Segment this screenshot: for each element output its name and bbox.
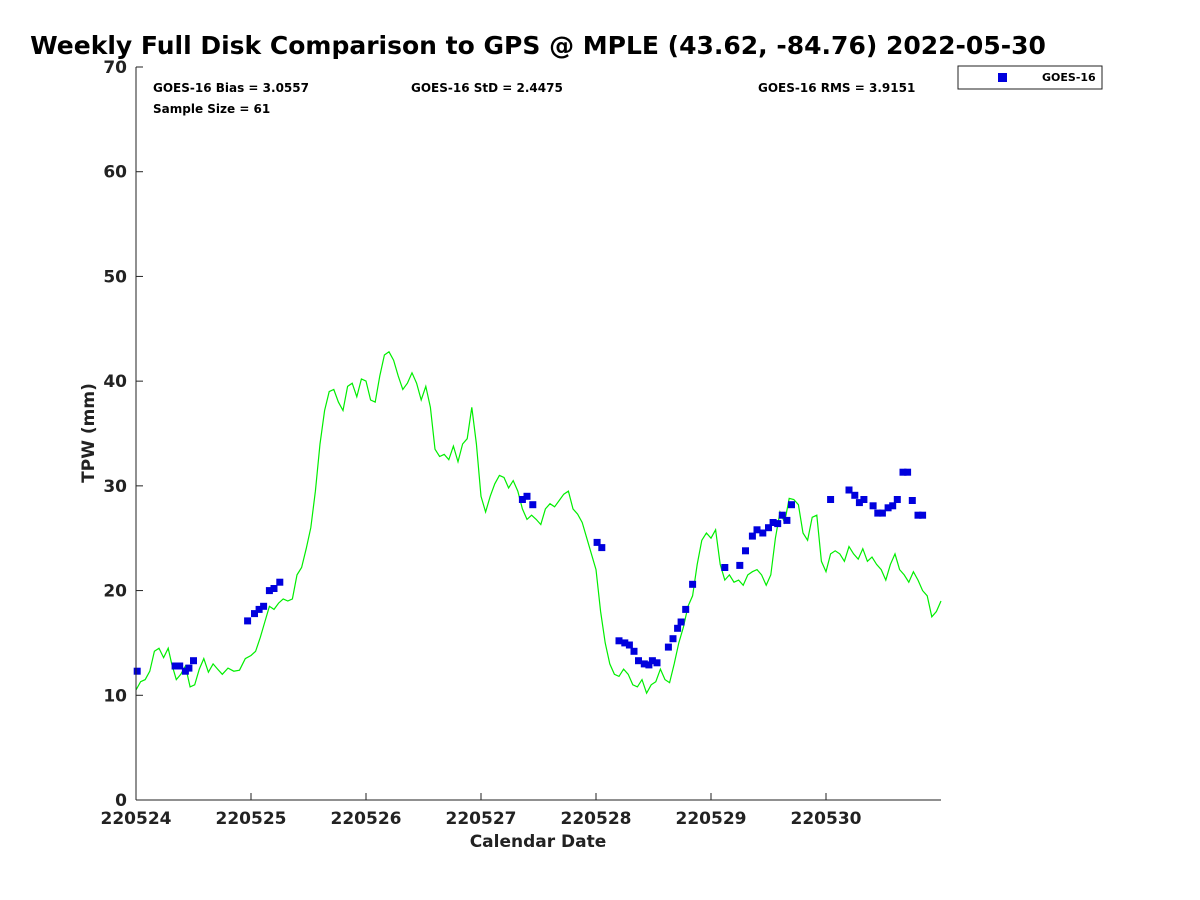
goes16-data-point bbox=[640, 660, 648, 668]
x-tick-label: 220526 bbox=[331, 809, 402, 829]
goes16-data-point bbox=[769, 519, 777, 526]
goes16-data-point bbox=[176, 662, 184, 670]
goes16-data-point bbox=[753, 526, 761, 534]
rms-stat: GOES-16 RMS = 3.9151 bbox=[758, 81, 915, 95]
goes16-data-point bbox=[518, 496, 526, 503]
goes16-data-point bbox=[244, 617, 252, 625]
goes16-data-point bbox=[648, 657, 656, 665]
y-ticks: 0 10 20 30 40 50 60 70 bbox=[103, 58, 143, 811]
goes16-data-point bbox=[855, 499, 863, 507]
x-ticks: 220524 220525 220526 220527 220528 220529 2205… bbox=[101, 793, 862, 829]
goes16-data-point bbox=[653, 659, 661, 667]
y-axis-label: TPW (mm) bbox=[79, 383, 99, 483]
goes16-data-point bbox=[677, 618, 685, 626]
std-stat: GOES-16 StD = 2.4475 bbox=[411, 81, 563, 95]
goes16-data-point bbox=[889, 502, 897, 510]
goes16-data-point bbox=[251, 610, 258, 618]
legend-label-goes16: GOES-16 bbox=[1042, 71, 1096, 84]
goes16-data-point bbox=[878, 509, 886, 517]
goes16-data-point bbox=[851, 491, 859, 499]
goes16-data-point bbox=[788, 501, 795, 509]
goes16-data-point bbox=[625, 641, 633, 649]
goes16-data-point bbox=[645, 661, 653, 669]
goes16-data-point bbox=[783, 516, 791, 524]
goes16-data-point bbox=[255, 605, 263, 613]
y-tick-label: 60 bbox=[103, 163, 127, 183]
goes16-data-point bbox=[270, 585, 278, 592]
goes16-data-point bbox=[884, 504, 892, 512]
goes16-data-point bbox=[908, 497, 916, 504]
goes16-data-point bbox=[874, 509, 882, 517]
goes16-data-point bbox=[621, 639, 629, 647]
goes16-data-point bbox=[774, 520, 782, 528]
axes-layer: 0 10 20 30 40 50 60 70 220524 220525 220526 220527… bbox=[101, 58, 941, 829]
chart-title: Weekly Full Disk Comparison to GPS @ MPL… bbox=[30, 31, 1046, 60]
goes16-data-point bbox=[133, 667, 141, 675]
goes16-data-point bbox=[869, 502, 877, 510]
goes16-data-point bbox=[171, 662, 179, 670]
goes16-data-point bbox=[919, 511, 927, 519]
goes16-data-point bbox=[190, 657, 197, 665]
goes16-data-point bbox=[529, 501, 537, 509]
goes16-data-point bbox=[630, 647, 638, 655]
goes16-data-point bbox=[893, 496, 901, 503]
goes16-data-point bbox=[682, 605, 690, 613]
goes16-data-point bbox=[276, 578, 284, 586]
y-tick-label: 10 bbox=[103, 686, 127, 706]
goes16-data-point bbox=[759, 529, 767, 537]
x-axis-label: Calendar Date bbox=[470, 832, 607, 852]
y-tick-label: 50 bbox=[103, 267, 127, 287]
x-tick-label: 220528 bbox=[561, 809, 632, 829]
x-tick-label: 220529 bbox=[676, 809, 747, 829]
y-tick-label: 20 bbox=[103, 582, 127, 602]
y-tick-label: 40 bbox=[103, 372, 127, 392]
goes16-data-point bbox=[598, 544, 606, 552]
goes16-data-point bbox=[778, 511, 786, 519]
goes16-data-point bbox=[742, 547, 749, 555]
series-layer bbox=[133, 350, 942, 695]
goes16-data-point bbox=[260, 602, 268, 610]
goes16-data-point bbox=[845, 486, 853, 494]
legend: GOES-16 bbox=[957, 65, 1103, 90]
goes16-data-point bbox=[635, 657, 642, 665]
goes16-data-point bbox=[827, 496, 835, 503]
goes16-data-point bbox=[265, 587, 273, 595]
gps-series-line bbox=[135, 350, 942, 695]
goes16-data-point bbox=[664, 643, 672, 651]
goes-series-points bbox=[133, 468, 927, 675]
x-tick-label: 220524 bbox=[101, 809, 172, 829]
sample-size-stat: Sample Size = 61 bbox=[153, 102, 270, 116]
goes16-data-point bbox=[689, 580, 697, 588]
y-tick-label: 0 bbox=[115, 791, 127, 811]
goes16-data-point bbox=[904, 468, 912, 476]
goes16-data-point bbox=[765, 524, 772, 532]
goes16-data-point bbox=[593, 538, 601, 546]
plot-area bbox=[136, 67, 941, 800]
goes16-data-point bbox=[899, 468, 907, 476]
goes16-data-point bbox=[523, 492, 531, 500]
x-tick-label: 220525 bbox=[216, 809, 287, 829]
goes16-data-point bbox=[674, 624, 682, 632]
goes16-data-point bbox=[860, 496, 868, 503]
goes16-data-point bbox=[615, 637, 623, 645]
y-tick-label: 30 bbox=[103, 477, 127, 497]
legend-box bbox=[957, 65, 1103, 90]
legend-marker-goes16 bbox=[998, 73, 1007, 82]
goes16-data-point bbox=[748, 532, 756, 540]
goes16-data-point bbox=[669, 635, 677, 643]
bias-stat: GOES-16 Bias = 3.0557 bbox=[153, 81, 309, 95]
goes16-data-point bbox=[185, 664, 193, 672]
x-tick-label: 220527 bbox=[446, 809, 517, 829]
goes16-data-point bbox=[736, 561, 744, 569]
goes16-data-point bbox=[721, 564, 729, 571]
goes16-data-point bbox=[914, 511, 922, 519]
x-tick-label: 220530 bbox=[791, 809, 862, 829]
y-tick-label: 70 bbox=[103, 58, 127, 78]
